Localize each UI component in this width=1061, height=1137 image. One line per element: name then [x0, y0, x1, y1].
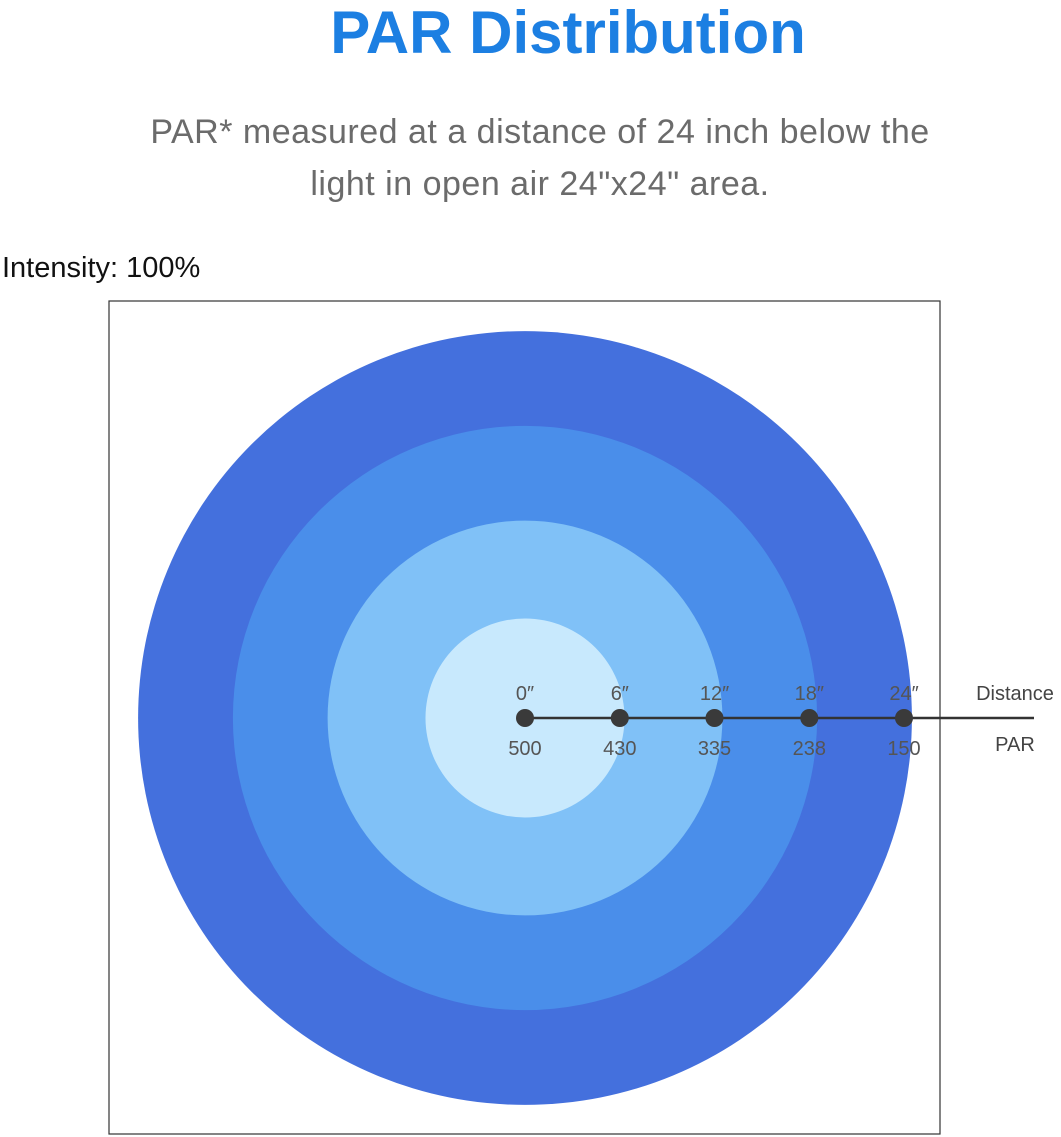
distance-tick-label: 24″ — [889, 683, 918, 705]
par-value-label: 238 — [793, 738, 826, 760]
par-axis-label: PAR — [995, 734, 1035, 756]
page-title: PAR Distribution — [330, 0, 806, 66]
distance-tick-label: 6″ — [611, 683, 629, 705]
subtitle: PAR* measured at a distance of 24 inch b… — [40, 106, 1040, 210]
par-value-label: 335 — [698, 738, 731, 760]
par-value-label: 150 — [887, 738, 920, 760]
distance-axis-label: Distance — [976, 683, 1054, 705]
distance-marker-24 — [895, 709, 913, 727]
par-value-label: 500 — [508, 738, 541, 760]
subtitle-line-2: light in open air 24"x24" area. — [310, 165, 770, 203]
distance-tick-label: 0″ — [516, 683, 534, 705]
axis-layer: 0″ 500 6″ 430 12″ 335 18″ 238 24″ 150 Distance PAR — [508, 683, 1054, 760]
par-value-label: 430 — [603, 738, 636, 760]
distance-tick-label: 12″ — [700, 683, 729, 705]
intensity-label: Intensity: 100% — [2, 252, 201, 284]
distance-marker-18 — [800, 709, 819, 727]
subtitle-line-1: PAR* measured at a distance of 24 inch b… — [150, 113, 930, 151]
distance-marker-12 — [705, 709, 724, 727]
distance-marker-0 — [516, 709, 534, 727]
distance-marker-6 — [610, 709, 629, 727]
distance-tick-label: 18″ — [795, 683, 824, 705]
